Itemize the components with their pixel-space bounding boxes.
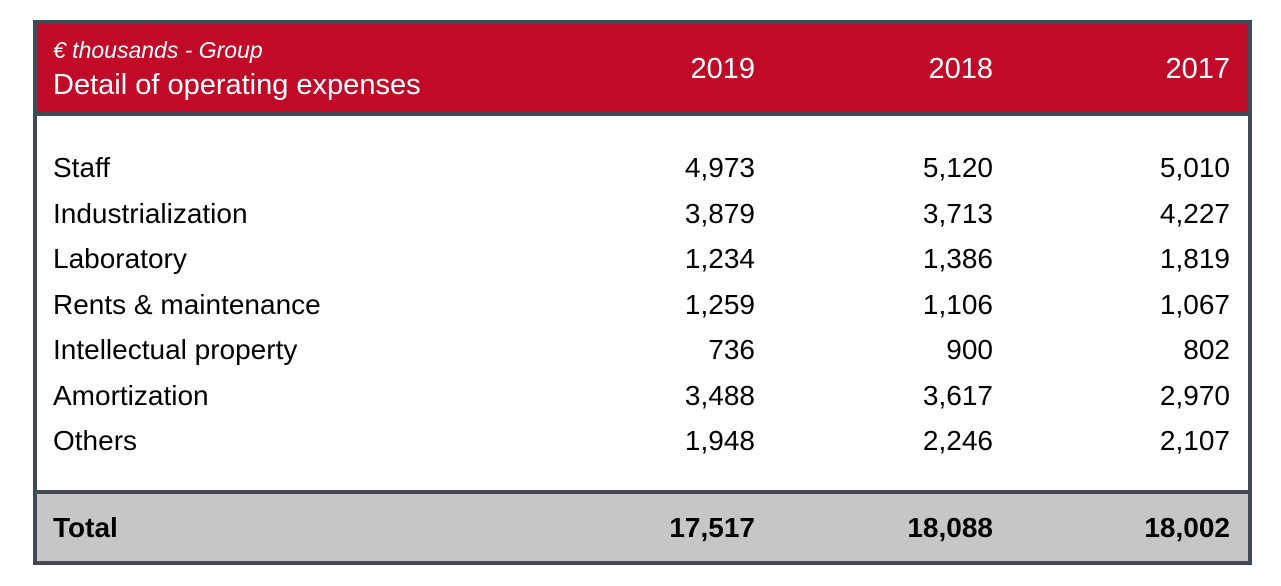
year-header-2019: 2019 [690, 53, 755, 85]
total-value-2017: 18,002 [1144, 512, 1230, 543]
row-label: Laboratory [53, 243, 187, 274]
total-row: Total 17,517 18,088 18,002 [37, 490, 1248, 561]
row-label: Rents & maintenance [53, 288, 321, 320]
table-row: Amortization 3,488 3,617 2,970 [37, 376, 1248, 422]
row-value-2018: 2,246 [922, 425, 993, 456]
row-value-2019: 1,234 [684, 243, 755, 274]
row-value-2018: 1,106 [922, 288, 993, 320]
table-header: € thousands - Group Detail of operating … [37, 24, 1248, 116]
row-value-2017: 2,107 [1159, 425, 1230, 456]
total-value-2018: 18,088 [907, 512, 993, 543]
row-value-2017: 5,010 [1159, 152, 1230, 183]
year-header-2018: 2018 [928, 53, 993, 85]
table-title: Detail of operating expenses [53, 69, 421, 101]
table-row: Others 1,948 2,246 2,107 [37, 421, 1248, 467]
row-label: Others [53, 425, 138, 456]
table-subtitle: € thousands - Group [53, 37, 263, 63]
table-row: Intellectual property 736 900 802 [37, 330, 1248, 376]
row-value-2017: 2,970 [1159, 379, 1230, 411]
year-header-2017: 2017 [1165, 53, 1230, 85]
row-value-2018: 900 [946, 334, 993, 365]
row-value-2018: 3,617 [922, 379, 993, 411]
table-body: Staff 4,973 5,120 5,010 Industrializatio… [37, 148, 1248, 467]
row-label: Industrialization [53, 197, 248, 229]
row-value-2019: 736 [708, 334, 755, 365]
total-label: Total [53, 512, 118, 543]
row-value-2019: 3,488 [684, 379, 755, 411]
row-label: Staff [53, 152, 111, 183]
row-value-2019: 4,973 [684, 152, 755, 183]
expenses-table: € thousands - Group Detail of operating … [33, 20, 1252, 565]
table-row: Industrialization 3,879 3,713 4,227 [37, 194, 1248, 240]
row-value-2019: 1,259 [684, 288, 755, 320]
row-label: Intellectual property [53, 334, 298, 365]
row-value-2018: 5,120 [922, 152, 993, 183]
table-row: Rents & maintenance 1,259 1,106 1,067 [37, 285, 1248, 331]
row-value-2017: 1,067 [1159, 288, 1230, 320]
row-value-2019: 3,879 [684, 197, 755, 229]
table-row: Laboratory 1,234 1,386 1,819 [37, 239, 1248, 285]
row-value-2017: 4,227 [1159, 197, 1230, 229]
row-label: Amortization [53, 379, 209, 411]
row-value-2018: 1,386 [922, 243, 993, 274]
row-value-2017: 802 [1183, 334, 1230, 365]
row-value-2017: 1,819 [1159, 243, 1230, 274]
row-value-2019: 1,948 [684, 425, 755, 456]
total-value-2019: 17,517 [669, 512, 755, 543]
row-value-2018: 3,713 [922, 197, 993, 229]
table-row: Staff 4,973 5,120 5,010 [37, 148, 1248, 194]
